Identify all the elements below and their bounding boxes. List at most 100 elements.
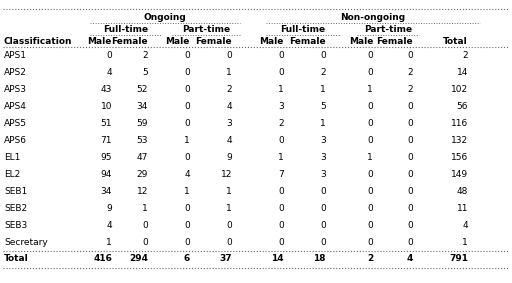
Text: 34: 34 (101, 187, 112, 196)
Text: 2: 2 (408, 85, 413, 94)
Text: 14: 14 (271, 254, 284, 263)
Text: 1: 1 (142, 204, 148, 213)
Text: 0: 0 (142, 221, 148, 230)
Text: SEB3: SEB3 (4, 221, 27, 230)
Text: 0: 0 (106, 51, 112, 60)
Text: 0: 0 (367, 170, 373, 179)
Text: 7: 7 (278, 170, 284, 179)
Text: 4: 4 (462, 221, 468, 230)
Text: 0: 0 (184, 119, 190, 128)
Text: Part-time: Part-time (182, 25, 230, 33)
Text: APS3: APS3 (4, 85, 27, 94)
Text: Secretary: Secretary (4, 238, 48, 247)
Text: 2: 2 (142, 51, 148, 60)
Text: 0: 0 (278, 238, 284, 247)
Text: APS5: APS5 (4, 119, 27, 128)
Text: Female: Female (112, 37, 148, 46)
Text: Classification: Classification (4, 37, 73, 46)
Text: 0: 0 (407, 153, 413, 162)
Text: 11: 11 (457, 204, 468, 213)
Text: 52: 52 (137, 85, 148, 94)
Text: 0: 0 (278, 51, 284, 60)
Text: 9: 9 (106, 204, 112, 213)
Text: 1: 1 (184, 136, 190, 145)
Text: 71: 71 (100, 136, 112, 145)
Text: Male: Male (349, 37, 373, 46)
Text: 95: 95 (100, 153, 112, 162)
Text: 0: 0 (226, 221, 232, 230)
Text: Male: Male (260, 37, 284, 46)
Text: 791: 791 (449, 254, 468, 263)
Text: 0: 0 (320, 221, 326, 230)
Text: 9: 9 (226, 153, 232, 162)
Text: Total: Total (443, 37, 468, 46)
Text: 3: 3 (320, 153, 326, 162)
Text: 2: 2 (408, 68, 413, 77)
Text: 0: 0 (320, 51, 326, 60)
Text: Ongoing: Ongoing (144, 12, 186, 22)
Text: 51: 51 (100, 119, 112, 128)
Text: 0: 0 (367, 187, 373, 196)
Text: 0: 0 (367, 68, 373, 77)
Text: 1: 1 (106, 238, 112, 247)
Text: 1: 1 (367, 153, 373, 162)
Text: Male: Male (88, 37, 112, 46)
Text: 132: 132 (451, 136, 468, 145)
Text: 1: 1 (278, 85, 284, 94)
Text: 4: 4 (184, 170, 190, 179)
Text: 5: 5 (142, 68, 148, 77)
Text: 0: 0 (320, 204, 326, 213)
Text: 34: 34 (137, 102, 148, 111)
Text: 0: 0 (184, 102, 190, 111)
Text: SEB1: SEB1 (4, 187, 27, 196)
Text: 0: 0 (367, 119, 373, 128)
Text: 0: 0 (407, 204, 413, 213)
Text: 0: 0 (367, 221, 373, 230)
Text: 3: 3 (320, 170, 326, 179)
Text: 116: 116 (451, 119, 468, 128)
Text: 12: 12 (221, 170, 232, 179)
Text: 0: 0 (226, 51, 232, 60)
Text: 47: 47 (137, 153, 148, 162)
Text: 0: 0 (278, 221, 284, 230)
Text: 0: 0 (367, 204, 373, 213)
Text: APS2: APS2 (4, 68, 27, 77)
Text: 0: 0 (407, 170, 413, 179)
Text: 37: 37 (219, 254, 232, 263)
Text: 0: 0 (226, 238, 232, 247)
Text: 1: 1 (462, 238, 468, 247)
Text: 1: 1 (320, 119, 326, 128)
Text: 4: 4 (106, 221, 112, 230)
Text: 18: 18 (313, 254, 326, 263)
Text: 0: 0 (142, 238, 148, 247)
Text: 0: 0 (367, 51, 373, 60)
Text: 0: 0 (407, 187, 413, 196)
Text: Total: Total (4, 254, 29, 263)
Text: 59: 59 (137, 119, 148, 128)
Text: 0: 0 (278, 187, 284, 196)
Text: 149: 149 (451, 170, 468, 179)
Text: 3: 3 (278, 102, 284, 111)
Text: APS6: APS6 (4, 136, 27, 145)
Text: 0: 0 (278, 204, 284, 213)
Text: Part-time: Part-time (364, 25, 412, 33)
Text: Female: Female (196, 37, 232, 46)
Text: Male: Male (165, 37, 190, 46)
Text: 2: 2 (367, 254, 373, 263)
Text: 5: 5 (320, 102, 326, 111)
Text: 4: 4 (226, 102, 232, 111)
Text: 0: 0 (407, 119, 413, 128)
Text: 4: 4 (407, 254, 413, 263)
Text: 0: 0 (184, 68, 190, 77)
Text: 2: 2 (279, 119, 284, 128)
Text: 6: 6 (184, 254, 190, 263)
Text: 0: 0 (367, 238, 373, 247)
Text: Female: Female (289, 37, 326, 46)
Text: 10: 10 (100, 102, 112, 111)
Text: 0: 0 (320, 187, 326, 196)
Text: 14: 14 (457, 68, 468, 77)
Text: 0: 0 (184, 204, 190, 213)
Text: 1: 1 (278, 153, 284, 162)
Text: 0: 0 (320, 238, 326, 247)
Text: 0: 0 (184, 238, 190, 247)
